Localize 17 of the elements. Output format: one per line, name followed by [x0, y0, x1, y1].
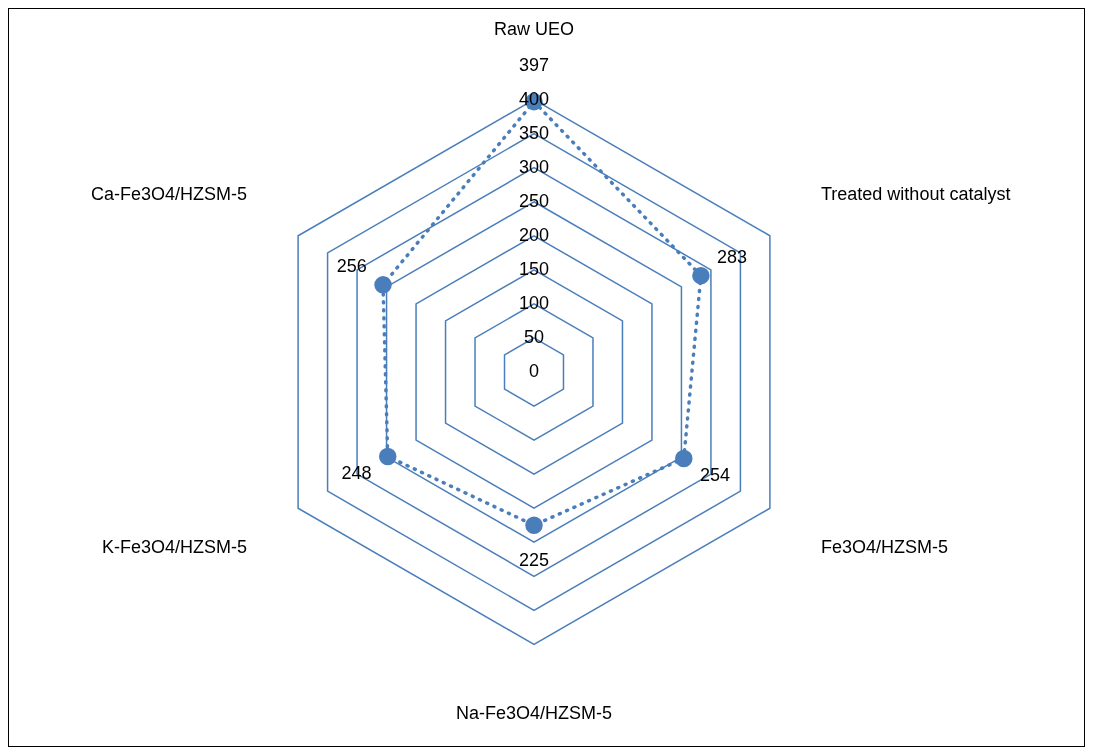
spoke-label: Raw UEO	[493, 18, 575, 39]
data-label: 397	[518, 54, 550, 75]
data-label: 225	[518, 550, 550, 571]
spoke-label: K-Fe3O4/HZSM-5	[101, 537, 247, 558]
y-tick-label: 0	[528, 360, 540, 381]
y-tick-label: 350	[518, 122, 550, 143]
y-tick-label: 150	[518, 258, 550, 279]
spoke-label: Treated without catalyst	[821, 184, 1011, 205]
y-tick-label: 200	[518, 224, 550, 245]
y-tick-label: 250	[518, 190, 550, 211]
spoke-label: Ca-Fe3O4/HZSM-5	[90, 184, 247, 205]
y-tick-label: 400	[518, 88, 550, 109]
spoke-label: Fe3O4/HZSM-5	[821, 537, 949, 558]
y-tick-label: 100	[518, 292, 550, 313]
data-label: 256	[336, 255, 367, 276]
spoke-label: Na-Fe3O4/HZSM-5	[455, 703, 613, 724]
y-tick-label: 300	[518, 156, 550, 177]
